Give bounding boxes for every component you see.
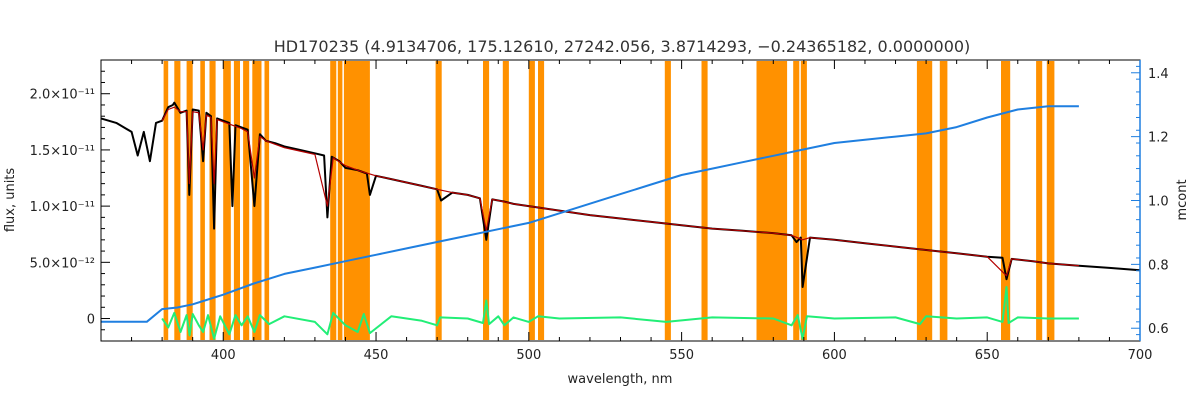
series-model-fit [161, 106, 1079, 277]
x-tick-label-700: 700 [1128, 348, 1153, 363]
y2-tick-label-4: 1.4 [1148, 67, 1169, 82]
masked-region-20 [756, 61, 788, 340]
x-tick-label-550: 550 [669, 348, 694, 363]
y-tick-label-4: 2.0×10⁻¹¹ [30, 88, 95, 103]
y2-tick-label-2: 1.0 [1148, 195, 1169, 210]
masked-region-18 [664, 61, 671, 340]
y2-tick-label-1: 0.8 [1148, 258, 1169, 273]
masked-regions [163, 61, 1055, 340]
masked-region-10 [330, 61, 337, 340]
series-residual [161, 286, 1079, 340]
masked-region-19 [701, 61, 708, 340]
y-tick-label-0: 0 [87, 313, 95, 328]
masked-region-8 [252, 61, 262, 340]
y-axis-title: flux, units [3, 168, 18, 233]
masked-region-23 [916, 61, 933, 340]
masked-region-6 [233, 61, 240, 340]
masked-region-7 [243, 61, 250, 340]
masked-region-11 [337, 61, 343, 340]
masked-region-0 [163, 61, 169, 340]
y2-axis-title: mcont [1175, 179, 1190, 220]
masked-region-5 [223, 61, 231, 340]
masked-region-12 [343, 61, 370, 340]
masked-region-13 [435, 61, 442, 340]
masked-region-25 [1001, 61, 1011, 340]
y-tick-label-2: 1.0×10⁻¹¹ [30, 200, 95, 215]
y-tick-label-3: 1.5×10⁻¹¹ [30, 144, 95, 159]
data-series [100, 101, 1141, 340]
x-tick-label-450: 450 [364, 348, 389, 363]
masked-region-3 [200, 61, 205, 340]
chart-title: HD170235 (4.9134706, 175.12610, 27242.05… [274, 37, 971, 56]
x-tick-label-600: 600 [822, 348, 847, 363]
axes: 400 450 500 550 600 650 700 0 5.0×10⁻¹² 1.0×10⁻¹¹… [30, 60, 1169, 363]
y2-tick-label-0: 0.6 [1148, 322, 1169, 337]
masked-region-24 [939, 61, 948, 340]
y2-tick-label-3: 1.2 [1148, 131, 1169, 146]
masked-region-26 [1036, 61, 1043, 340]
masked-region-1 [174, 61, 181, 340]
series-continuum [101, 105, 1079, 323]
masked-region-21 [793, 61, 800, 340]
masked-region-27 [1046, 61, 1055, 340]
masked-region-2 [186, 61, 193, 340]
masked-region-9 [264, 61, 270, 340]
masked-region-14 [483, 61, 490, 340]
x-tick-label-500: 500 [516, 348, 541, 363]
masked-region-22 [800, 61, 807, 340]
y-tick-label-1: 5.0×10⁻¹² [30, 256, 95, 271]
x-axis-title: wavelength, nm [568, 372, 673, 387]
masked-region-17 [538, 61, 545, 340]
x-tick-label-650: 650 [975, 348, 1000, 363]
masked-region-16 [528, 61, 535, 340]
x-tick-label-400: 400 [211, 348, 236, 363]
masked-region-15 [502, 61, 509, 340]
